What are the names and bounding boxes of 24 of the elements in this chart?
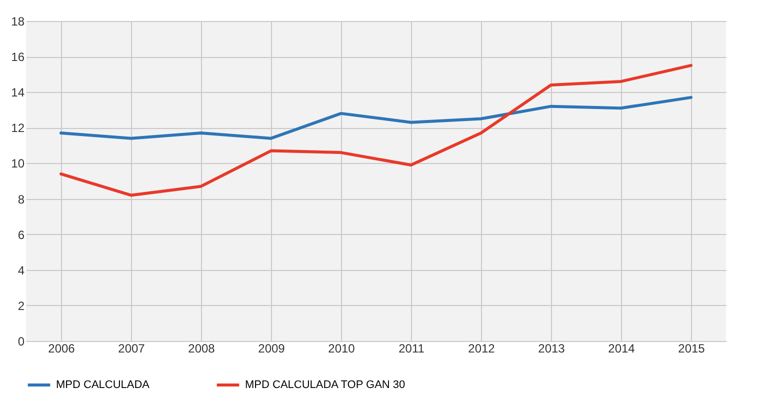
y-tick-label: 8 bbox=[18, 192, 25, 206]
x-tick-label: 2014 bbox=[608, 342, 636, 356]
x-tick-label: 2009 bbox=[258, 342, 286, 356]
x-tick-label: 2011 bbox=[398, 342, 425, 356]
x-tick-label: 2008 bbox=[188, 342, 216, 356]
line-series bbox=[60, 64, 692, 197]
y-tick-label: 14 bbox=[11, 86, 25, 100]
x-tick-label: 2015 bbox=[678, 342, 706, 356]
y-tick-label: 16 bbox=[11, 50, 25, 64]
y-tick-label: 0 bbox=[18, 334, 25, 348]
y-tick-label: 6 bbox=[18, 228, 25, 242]
y-tick-label: 4 bbox=[18, 263, 25, 278]
legend-label: MPD CALCULADA TOP GAN 30 bbox=[245, 379, 406, 391]
x-tick-label: 2007 bbox=[118, 342, 146, 356]
x-tick-label: 2010 bbox=[328, 342, 356, 356]
y-tick-label: 18 bbox=[11, 14, 25, 28]
legend-label: MPD CALCULADA bbox=[56, 379, 150, 391]
x-tick-label: 2013 bbox=[538, 342, 566, 356]
x-tick-label: 2012 bbox=[468, 342, 496, 356]
y-tick-label: 10 bbox=[11, 156, 25, 171]
y-tick-label: 12 bbox=[11, 121, 25, 136]
y-tick-label: 2 bbox=[18, 298, 25, 313]
line-series bbox=[60, 96, 692, 140]
x-tick-label: 2006 bbox=[48, 342, 76, 356]
